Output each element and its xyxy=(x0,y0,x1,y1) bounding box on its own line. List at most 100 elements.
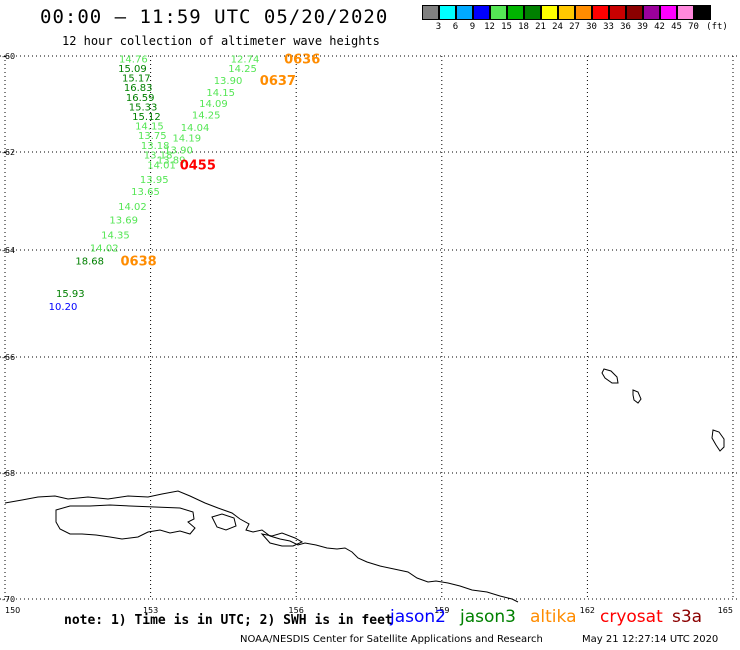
wave-height-reading: 14.19 xyxy=(172,134,201,145)
color-swatch xyxy=(609,5,626,20)
wave-height-reading: 15.17 xyxy=(122,74,151,85)
color-scale-label: 6 xyxy=(452,22,459,32)
generation-timestamp: May 21 12:27:14 UTC 2020 xyxy=(582,634,719,645)
color-scale-label: 15 xyxy=(501,22,512,32)
grid-labels: -60 -62 -64 -66 -68 -70 150 153 156 159 162 165 xyxy=(2,52,733,615)
wave-height-reading: 15.09 xyxy=(118,64,147,75)
color-scale-unit: (ft) xyxy=(706,22,728,32)
wave-height-reading: 16.59 xyxy=(126,93,155,104)
wave-height-reading: 14.01 xyxy=(147,160,176,171)
longitude-label: 162 xyxy=(580,606,595,615)
wave-height-reading: 10.20 xyxy=(49,302,78,313)
wave-height-reading: 14.02 xyxy=(90,244,119,255)
satellite-jason3: jason3 xyxy=(460,607,516,627)
wave-height-reading: 16.83 xyxy=(124,83,153,94)
footnote: note: 1) Time is in UTC; 2) SWH is in fe… xyxy=(64,613,393,628)
color-scale-label: 27 xyxy=(569,22,580,32)
latitude-label: -66 xyxy=(2,353,15,362)
coastline-path xyxy=(4,490,519,603)
color-swatch xyxy=(490,5,507,20)
longitude-label: 150 xyxy=(5,606,20,615)
latitude-label: -68 xyxy=(2,469,15,478)
color-scale-label: 33 xyxy=(603,22,614,32)
wave-height-readings: 14.7615.0915.1716.8316.5915.3315.1214.15… xyxy=(49,54,260,313)
latitude-label: -70 xyxy=(2,595,15,604)
color-swatch xyxy=(558,5,575,20)
pass-time-label: 0455 xyxy=(180,158,216,173)
bay-path xyxy=(260,532,304,547)
island-3-path xyxy=(711,429,725,452)
longitude-label: 156 xyxy=(289,606,304,615)
latitude-label: -64 xyxy=(2,246,15,255)
wave-height-reading: 13.18 xyxy=(141,141,170,152)
wave-height-reading: 13.95 xyxy=(140,175,169,186)
pass-time-label: 0638 xyxy=(121,255,157,270)
color-scale-label: 18 xyxy=(518,22,529,32)
color-swatch xyxy=(677,5,694,20)
wave-height-reading: 13.89 xyxy=(157,155,186,166)
wave-height-reading: 14.25 xyxy=(192,111,221,122)
satellite-s3a: s3a xyxy=(672,607,703,627)
pass-time-labels: 0636 0637 0455 0638 xyxy=(121,52,321,269)
color-swatch xyxy=(592,5,609,20)
color-swatch xyxy=(694,5,711,20)
color-swatch xyxy=(541,5,558,20)
longitude-label: 159 xyxy=(434,606,449,615)
wave-height-reading: 13.90 xyxy=(164,146,193,157)
island-1-path xyxy=(601,368,619,384)
wave-height-reading: 14.15 xyxy=(135,122,164,133)
color-swatch xyxy=(439,5,456,20)
wave-height-reading: 15.12 xyxy=(132,112,161,123)
color-swatch xyxy=(575,5,592,20)
wave-height-reading: 13.69 xyxy=(109,216,138,227)
wave-height-color-scale: (ft) 3 6 9 12 15 18 21 24 27 30 33 36 39 42 45 70 xyxy=(422,5,728,35)
map-subtitle: 12 hour collection of altimeter wave hei… xyxy=(62,34,380,48)
wave-height-reading: 14.02 xyxy=(118,202,147,213)
pass-time-label: 0637 xyxy=(260,74,296,89)
wave-height-reading: 15.93 xyxy=(56,289,85,300)
wave-height-reading: 13.65 xyxy=(131,187,160,198)
island-2-path xyxy=(632,389,642,404)
color-scale-label: 39 xyxy=(637,22,648,32)
wave-height-reading: 14.35 xyxy=(101,230,130,241)
wave-height-reading: 13.75 xyxy=(138,131,167,142)
color-scale-label: 45 xyxy=(671,22,682,32)
color-scale-label: 70 xyxy=(688,22,699,32)
color-scale-label: 36 xyxy=(620,22,631,32)
color-scale-label: 9 xyxy=(469,22,476,32)
wave-height-reading: 14.04 xyxy=(181,123,210,134)
color-scale-label: 24 xyxy=(552,22,563,32)
color-scale-label: 42 xyxy=(654,22,665,32)
wave-height-reading: 13.18 xyxy=(144,150,173,161)
wave-height-reading: 13.90 xyxy=(214,76,243,87)
latitude-label: -62 xyxy=(2,148,15,157)
wave-height-reading: 14.76 xyxy=(119,54,148,65)
wave-height-reading: 15.33 xyxy=(129,102,158,113)
satellite-jason2: jason2 xyxy=(390,607,446,627)
antarctic-coastline xyxy=(4,368,725,603)
color-swatch xyxy=(473,5,490,20)
satellite-altika: altika xyxy=(530,607,577,627)
color-swatch xyxy=(626,5,643,20)
latitude-label: -60 xyxy=(2,52,15,61)
color-scale-label: 3 xyxy=(435,22,442,32)
wave-height-reading: 18.68 xyxy=(75,257,104,268)
wave-height-reading: 14.25 xyxy=(228,64,257,75)
color-scale-label: 12 xyxy=(484,22,495,32)
ice-tongue-path xyxy=(55,504,196,540)
color-swatch xyxy=(524,5,541,20)
wave-height-reading: 12.74 xyxy=(231,54,260,65)
pass-time-label: 0636 xyxy=(284,52,320,67)
longitude-label: 165 xyxy=(718,606,733,615)
inlet-path xyxy=(211,513,237,531)
color-swatch xyxy=(456,5,473,20)
color-swatch xyxy=(422,5,439,20)
credit-text: NOAA/NESDIS Center for Satellite Applica… xyxy=(240,634,543,645)
wave-height-reading: 14.15 xyxy=(206,88,235,99)
color-scale-label: 21 xyxy=(535,22,546,32)
longitude-label: 153 xyxy=(143,606,158,615)
wave-height-reading: 14.09 xyxy=(199,99,228,110)
lat-lon-grid xyxy=(0,55,740,600)
color-swatch xyxy=(507,5,524,20)
